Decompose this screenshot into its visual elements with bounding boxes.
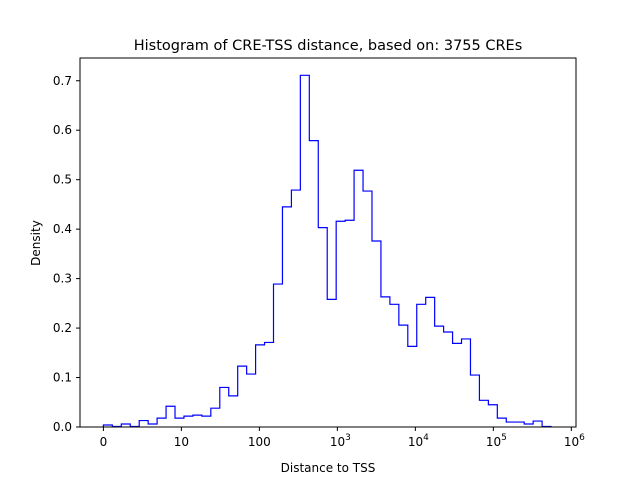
y-tick-label: 0.4 [53,222,72,236]
x-tick-label: 104 [408,433,429,449]
x-tick-label: 103 [330,433,351,449]
x-tick-label: 0 [100,435,108,449]
y-axis-label: Density [29,220,43,266]
y-tick-label: 0.2 [53,321,72,335]
chart-title: Histogram of CRE-TSS distance, based on:… [134,38,523,54]
plot-frame [79,57,577,428]
y-tick-label: 0.6 [53,123,72,137]
histogram-step-line [102,74,552,428]
x-tick-label: 100 [248,435,271,449]
y-tick-label: 0.1 [53,371,72,385]
x-axis-label: Distance to TSS [281,461,376,475]
y-tick-label: 0.7 [53,74,72,88]
y-tick-label: 0.3 [53,272,72,286]
x-tick-label: 105 [486,433,507,449]
y-tick-label: 0.0 [53,420,72,434]
x-tick-label: 10 [174,435,189,449]
y-tick-label: 0.5 [53,173,72,187]
x-tick-label: 106 [564,433,585,449]
